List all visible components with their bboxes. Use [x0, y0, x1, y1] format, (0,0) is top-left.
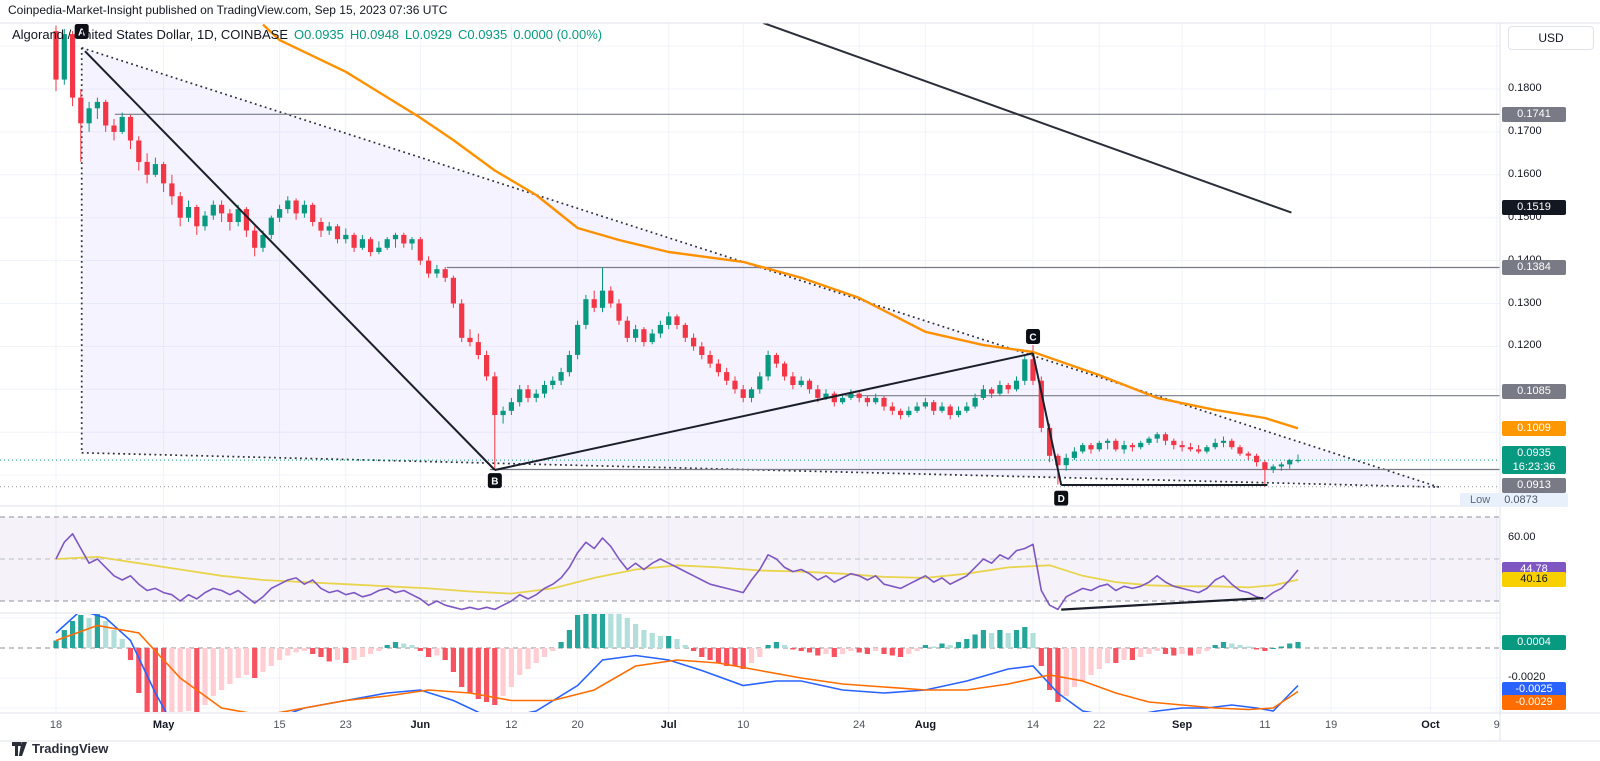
time-tick-Jun: Jun: [410, 719, 431, 731]
macd-line: [55, 614, 1299, 712]
trendline-A-B: [84, 50, 496, 471]
svg-text:C: C: [1029, 332, 1036, 343]
price-tick: 0.1700: [1508, 124, 1542, 137]
price-tick: 0.1800: [1508, 82, 1542, 94]
time-tick-24: 24: [853, 719, 866, 731]
macd-pane: [0, 614, 1500, 712]
ma-orange-line: [262, 23, 1299, 430]
time-tick-23: 23: [339, 719, 352, 731]
rsi-pane: [0, 516, 1500, 611]
main-pane: A B C D: [0, 23, 1500, 506]
time-tick-May: May: [152, 719, 175, 731]
attribution-text: Coinpedia-Market-Insight published on Tr…: [8, 3, 448, 17]
time-tick-14: 14: [1026, 719, 1040, 731]
low-label: Low: [1470, 493, 1491, 506]
time-tick-18: 18: [49, 719, 63, 731]
time-tick-Jul: Jul: [660, 719, 677, 731]
low-value: 0.0873: [1504, 493, 1538, 506]
ohlc-low: L0.0929: [405, 27, 453, 42]
axis-badge-0.1519: 0.1519: [1502, 200, 1566, 216]
svg-text:B: B: [491, 477, 498, 488]
symbol-legend: Algorand / United States Dollar, 1D, COI…: [12, 27, 608, 42]
time-tick-9: 9: [1493, 719, 1500, 731]
pattern-label-C: C: [1026, 328, 1041, 344]
diagonal-resistance-line: [762, 23, 1292, 214]
currency-toggle-button[interactable]: USD: [1508, 26, 1594, 50]
macd-signal-line: [55, 624, 1299, 712]
time-tick-Aug: Aug: [914, 719, 937, 731]
time-tick-10: 10: [737, 719, 750, 731]
time-tick-15: 15: [273, 719, 286, 731]
time-tick-22: 22: [1093, 719, 1106, 731]
time-tick-20: 20: [571, 719, 584, 731]
axis-badge-0.0913: 0.0913: [1502, 478, 1566, 494]
svg-text:A: A: [78, 27, 85, 38]
axis-badge--0.0029: -0.0029: [1502, 695, 1566, 710]
rsi-line: [55, 533, 1299, 611]
axis-badge-0.0004: 0.0004: [1502, 634, 1566, 650]
axis-badge--0.0025: -0.0025: [1502, 682, 1566, 697]
time-tick-Oct: Oct: [1421, 719, 1440, 731]
price-tick: 0.1600: [1508, 167, 1542, 180]
time-tick-11: 11: [1259, 719, 1271, 731]
pattern-label-B: B: [487, 473, 502, 489]
trendline-C-D: [1032, 353, 1063, 486]
watermark-text: TradingView: [32, 741, 109, 756]
ohlc-change: 0.0000 (0.00%): [513, 27, 603, 42]
rsi-trendline: [1061, 597, 1264, 611]
pattern-label-A: A: [74, 23, 89, 39]
rsi-tick: 60.00: [1508, 531, 1536, 543]
tradingview-watermark: TradingView: [12, 741, 108, 756]
axis-badge-0.1085: 0.1085: [1502, 384, 1566, 400]
tradingview-logo-icon: [12, 741, 27, 756]
price-tick: 0.1300: [1508, 296, 1542, 309]
ohlc-open: O0.0935: [294, 27, 344, 42]
trendline-B-C: [494, 352, 1034, 471]
axis-badge-40.16: 40.16: [1502, 572, 1566, 588]
time-tick-Sep: Sep: [1171, 719, 1193, 731]
axis-badge-0.1009: 0.1009: [1502, 420, 1566, 436]
axis-badge-0.0935: 0.0935 16:23:36: [1502, 446, 1566, 475]
time-tick-12: 12: [505, 719, 518, 731]
ohlc-close: C0.0935: [458, 27, 508, 42]
svg-text:D: D: [1058, 494, 1065, 505]
macd-tick: -0.0020: [1508, 671, 1546, 683]
ohlc-high: H0.0948: [349, 27, 400, 42]
time-tick-19: 19: [1324, 719, 1338, 731]
axis-badge-0.1741: 0.1741: [1502, 106, 1566, 122]
axis-badge-0.1384: 0.1384: [1502, 259, 1566, 275]
low-price-marker: Low 0.0873: [1460, 492, 1568, 507]
rsi-ma-line: [55, 555, 1299, 595]
price-tick: 0.1200: [1508, 339, 1542, 352]
pattern-label-D: D: [1054, 490, 1069, 506]
symbol-title[interactable]: Algorand / United States Dollar, 1D, COI…: [12, 27, 289, 42]
